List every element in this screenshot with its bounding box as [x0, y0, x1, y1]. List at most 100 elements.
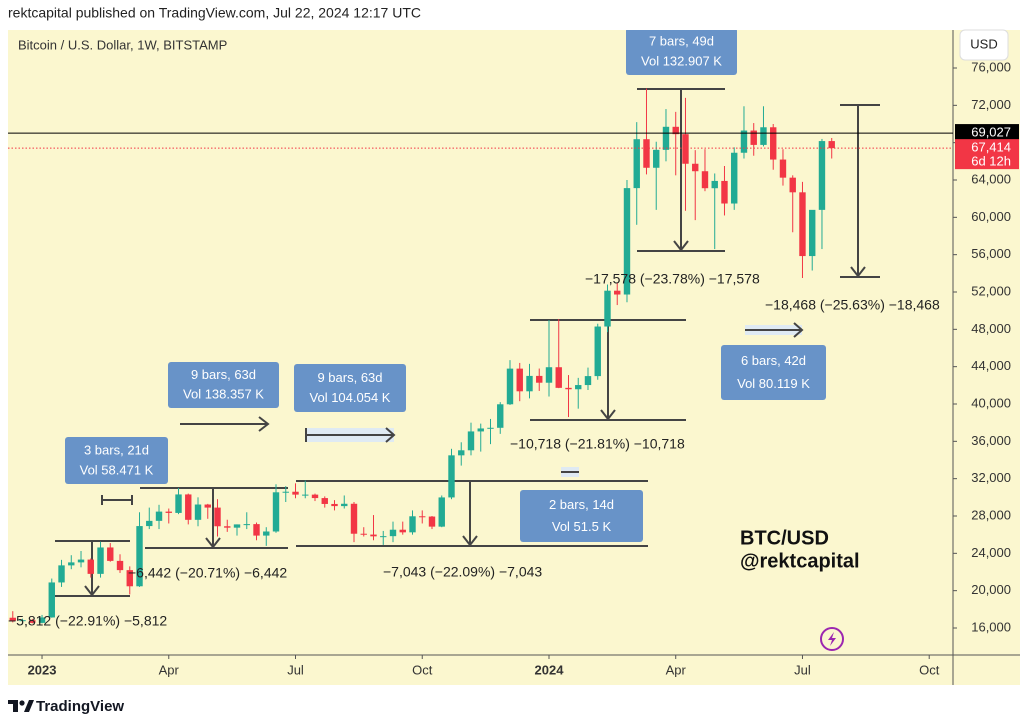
publish-header: rektcapital published on TradingView.com… — [8, 5, 421, 21]
candle-body — [38, 617, 46, 623]
candle-body — [555, 367, 562, 388]
y-tick-label: 28,000 — [971, 507, 1011, 522]
tradingview-logo — [8, 700, 34, 712]
candle-body — [467, 431, 475, 451]
candle-body — [58, 565, 65, 583]
footer-brand: TradingView — [36, 698, 124, 715]
candle-body — [497, 404, 504, 428]
candle-body — [360, 533, 367, 535]
arrow-head — [850, 266, 866, 278]
price-label-box — [955, 124, 1019, 143]
measure-box-bg — [65, 437, 168, 484]
y-tick-label: 32,000 — [971, 470, 1011, 485]
measure-volume: Vol 138.357 K — [183, 387, 264, 402]
candle-body — [97, 547, 104, 574]
candle-body — [526, 375, 533, 392]
y-tick-label: 36,000 — [971, 433, 1011, 448]
x-tick-label: Jul — [794, 662, 811, 677]
range-label: −7,043 (−22.09%) −7,043 — [383, 564, 542, 580]
candle-body — [126, 570, 133, 587]
candle-body — [9, 617, 16, 621]
arrow-head — [462, 535, 478, 547]
candle-body — [136, 526, 143, 587]
candle-body — [506, 368, 514, 405]
candle-body — [272, 492, 280, 532]
candle-body — [419, 516, 426, 518]
candle-body — [341, 503, 348, 507]
candle-body — [155, 511, 163, 521]
candle-body — [253, 524, 260, 536]
measure-volume: Vol 132.907 K — [641, 53, 722, 68]
chart-background — [8, 30, 1020, 685]
candle-body — [750, 130, 757, 145]
x-tick-label: Oct — [919, 662, 940, 677]
y-tick-label: 56,000 — [971, 246, 1011, 261]
x-tick-label: 2023 — [28, 662, 57, 677]
candle-body — [809, 209, 816, 257]
candle-body — [48, 582, 55, 618]
candle-body — [828, 141, 835, 149]
y-tick-label: 64,000 — [971, 171, 1011, 186]
candle-body — [643, 139, 650, 168]
candle-body — [545, 367, 553, 383]
candle-body — [292, 491, 299, 495]
candle-body — [428, 516, 436, 527]
measure-bars: 2 bars, 14d — [549, 497, 614, 512]
candle-body — [740, 130, 748, 153]
candle-body — [662, 126, 670, 150]
candle-body — [107, 547, 114, 561]
watermark-symbol: BTC/USD — [740, 527, 829, 549]
symbol-title: Bitcoin / U.S. Dollar, 1W, BITSTAMP — [18, 37, 227, 52]
candle-body — [760, 127, 767, 145]
candle-body — [731, 152, 738, 204]
arrow-head — [385, 427, 396, 443]
candle-body — [565, 387, 572, 390]
x-tick-label: Oct — [412, 662, 433, 677]
candle-body — [653, 149, 660, 168]
candle-body — [370, 534, 377, 537]
arrow-head — [84, 585, 100, 597]
candle-body — [721, 180, 728, 204]
arrow-head — [258, 416, 270, 432]
measure-bars: 3 bars, 21d — [84, 443, 149, 458]
candle-body — [146, 520, 153, 527]
candle-body — [311, 494, 319, 499]
plot-area: 3 bars, 21d Vol 58.471 K 9 bars, 63d Vol 13… — [8, 30, 953, 629]
currency-button[interactable] — [959, 29, 1009, 61]
candle-body — [204, 504, 211, 508]
y-tick-label: 44,000 — [971, 358, 1011, 373]
candle-body — [672, 126, 679, 135]
candle-body — [116, 560, 124, 571]
flash-icon[interactable] — [820, 627, 844, 651]
candle-body — [321, 498, 328, 504]
candle-body — [77, 559, 85, 563]
candle-body — [282, 491, 289, 493]
candle-body — [380, 536, 387, 538]
y-tick-label: 60,000 — [971, 209, 1011, 224]
price-label-box — [955, 139, 1019, 170]
candle-body — [185, 494, 192, 520]
candle-body — [682, 134, 689, 164]
range-label: −17,578 (−23.78%) −17,578 — [585, 271, 760, 287]
countdown-label: 6d 12h — [971, 154, 1011, 169]
measure-box: 3 bars, 21d Vol 58.471 K — [65, 437, 168, 484]
candle-body — [604, 290, 611, 327]
x-tick-label: Jul — [287, 662, 304, 677]
currency-button-label[interactable]: USD — [970, 36, 997, 51]
candle-body — [458, 450, 465, 456]
candle-body — [584, 376, 592, 386]
y-tick-label: 76,000 — [971, 59, 1011, 74]
range-label: −10,718 (−21.81%) −10,718 — [510, 436, 685, 452]
x-tick-label: Apr — [159, 662, 180, 677]
candle-body — [194, 504, 202, 520]
candle-body — [350, 503, 358, 534]
range-label: −5,812 (−22.91%) −5,812 — [8, 613, 167, 629]
candle-body — [389, 529, 397, 537]
candle-body — [770, 127, 777, 160]
arrow-head — [205, 537, 221, 549]
arrow-head — [673, 240, 689, 252]
measure-volume: Vol 80.119 K — [737, 376, 810, 391]
candle-body — [623, 188, 631, 295]
